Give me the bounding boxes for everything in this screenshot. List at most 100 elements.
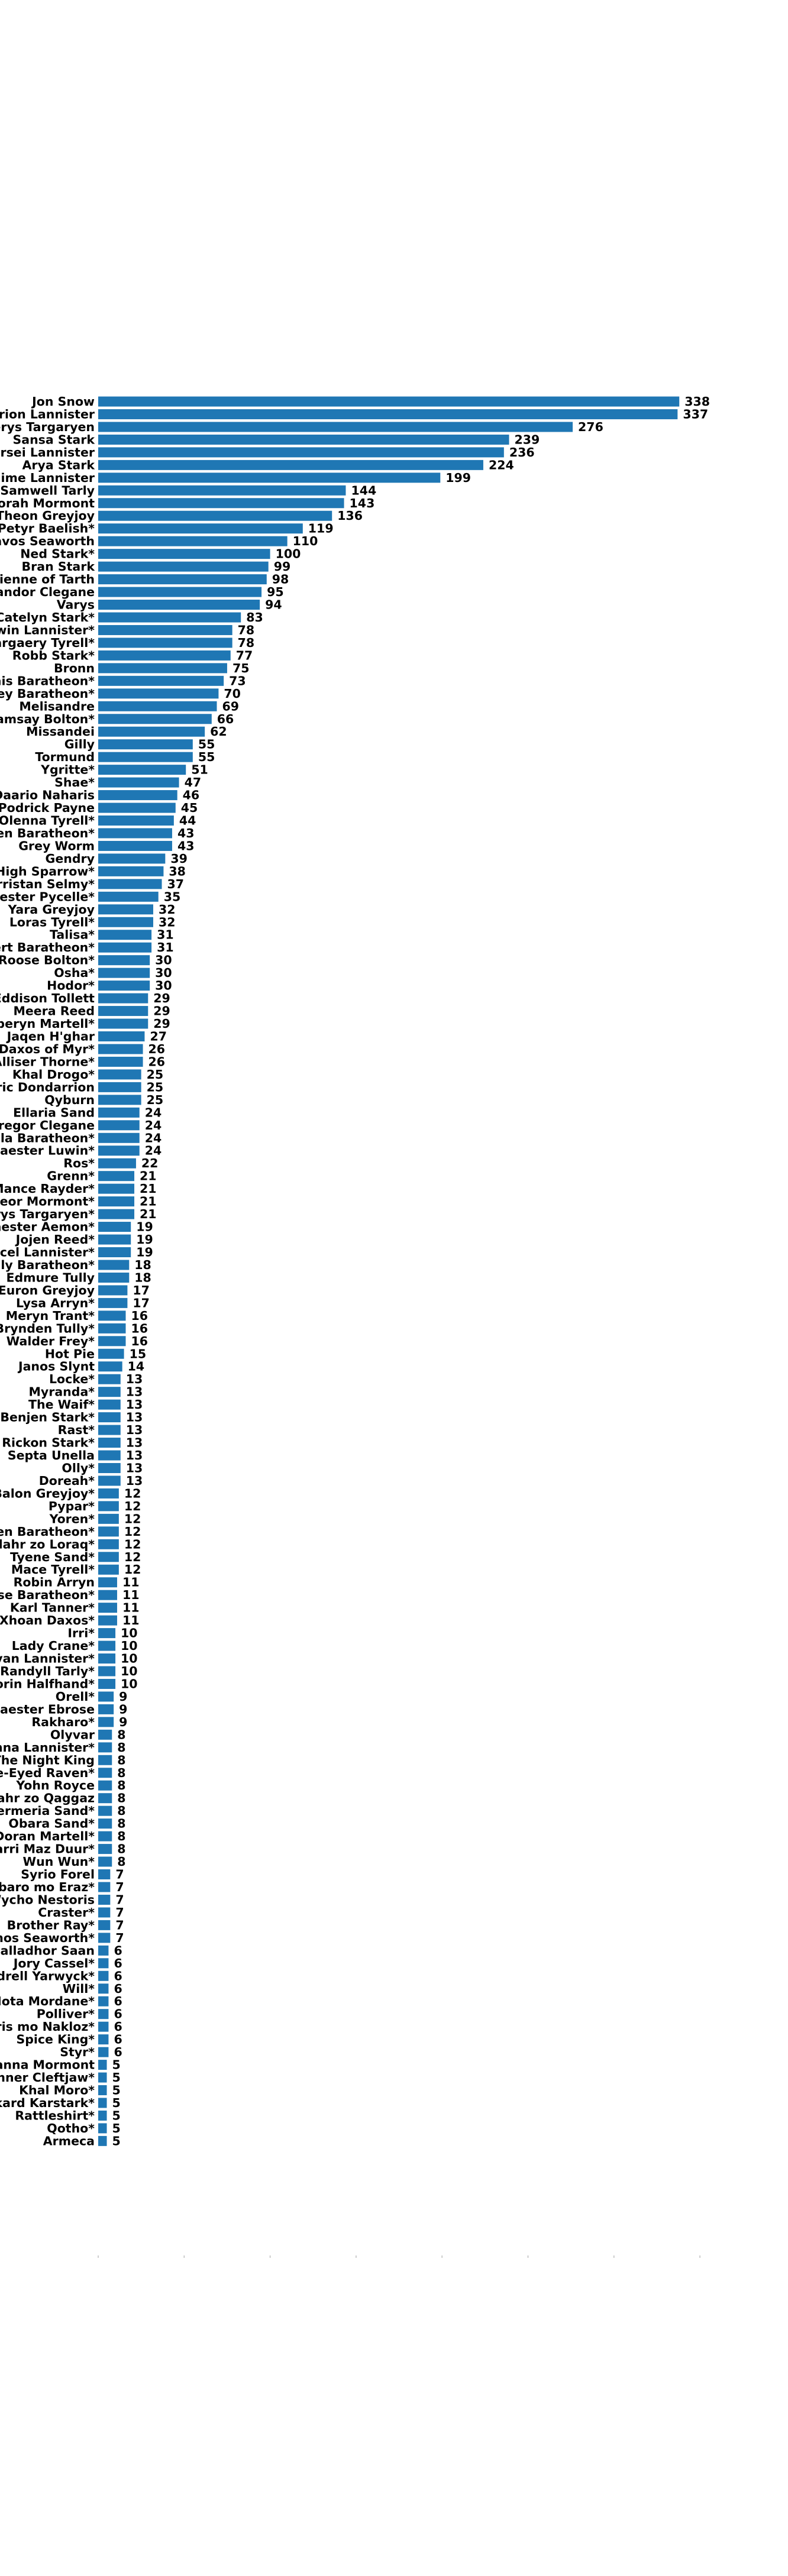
bar [98,1438,121,1448]
category-label: Petyr Baelish* [0,522,95,536]
value-label: 13 [126,1436,143,1450]
bar [98,1691,114,1702]
value-label: 143 [350,496,375,510]
category-label: Karl Tanner* [10,1601,95,1615]
value-label: 94 [265,598,282,612]
value-label: 35 [164,889,181,904]
category-label: Lady Olenna Lannister* [0,1740,95,1755]
category-label: Yohn Royce [15,1778,95,1792]
category-label: Eddison Tollett [0,991,95,1005]
category-label: Syrio Forel [21,1868,95,1882]
bar [98,2123,107,2134]
category-label: Roose Bolton* [0,953,95,967]
bar [98,459,483,470]
category-label: Myrcella Baratheon* [0,1131,95,1145]
bar [98,1450,121,1461]
value-label: 8 [117,1804,125,1818]
value-label: 55 [198,750,215,764]
x-ticks-group [98,2255,700,2258]
bar [98,1958,109,1969]
bar [98,1856,112,1867]
value-label: 95 [267,585,284,599]
bar [98,1234,131,1245]
category-label: Three-Eyed Raven* [0,1766,95,1780]
bar [98,1475,121,1486]
category-label: Loras Tyrell* [9,915,95,929]
category-label: Will* [63,1982,95,1996]
category-label: Varys [57,598,95,612]
category-label: Tormund [35,750,95,764]
bar [98,2047,109,2057]
bar [98,726,205,737]
bar [98,739,193,750]
value-label: 37 [167,877,185,891]
value-label: 32 [159,915,176,929]
value-label: 13 [126,1397,143,1412]
category-label: Brother Ray* [7,1918,95,1932]
bar [98,1297,128,1308]
bar [98,1793,112,1804]
bar [98,1374,121,1384]
category-label: Maester Luwin* [0,1144,95,1158]
bar [98,549,270,559]
value-label: 144 [351,483,376,497]
bar [98,752,193,762]
value-label: 30 [155,979,172,993]
value-label: 13 [126,1423,143,1437]
category-label: Lyanna Mormont [0,2058,95,2072]
category-label: Qhorin Halfhand* [0,1677,95,1691]
bar [98,1132,140,1143]
bar [98,1425,121,1435]
category-label: Janos Slynt [17,1360,95,1374]
value-labels-group: 3383372762392362241991441431361191101009… [112,394,710,2148]
bar [98,1603,117,1613]
category-label: Tywin Lannister* [0,623,95,637]
value-label: 78 [238,636,255,650]
value-label: 26 [148,1054,166,1069]
value-label: 12 [124,1512,141,1526]
category-label: Podrick Payne [0,801,95,815]
category-label: Tommen Baratheon* [0,826,95,840]
category-label: Brynden Tully* [0,1321,95,1335]
value-label: 5 [112,2058,121,2072]
value-label: 16 [131,1321,148,1335]
value-label: 11 [122,1575,140,1590]
category-label: Cersei Lannister [0,445,95,459]
value-label: 29 [153,991,170,1005]
value-label: 7 [115,1868,124,1882]
value-label: 18 [134,1270,151,1284]
bar [98,993,148,1004]
category-label: Edmure Tully [6,1270,95,1284]
bar [98,1678,116,1689]
value-label: 17 [133,1296,150,1310]
category-label: Polliver* [37,2007,95,2021]
value-label: 199 [445,471,471,485]
value-label: 8 [117,1740,125,1755]
category-label: Ros* [63,1156,95,1170]
bar [98,1399,121,1410]
bar [98,1818,112,1829]
category-label: Jojen Reed* [15,1232,95,1247]
value-label: 31 [157,940,174,954]
bar [98,422,573,432]
bar [98,2098,107,2108]
value-label: 7 [115,1880,124,1894]
bar [98,1970,109,1981]
bar [98,853,166,864]
bar [98,600,260,610]
bar [98,498,344,509]
value-label: 6 [114,1943,122,1957]
value-label: 17 [133,1283,150,1297]
category-label: Khal Drogo* [12,1067,95,1082]
bar [98,2085,107,2096]
bar [98,688,219,699]
value-label: 55 [198,737,215,752]
category-label: Xaro Xhoan Daxos* [0,1613,95,1627]
value-label: 10 [121,1664,138,1678]
value-label: 13 [126,1385,143,1399]
bar [98,1805,112,1816]
value-label: 43 [177,826,195,840]
value-label: 21 [140,1207,157,1221]
value-label: 25 [147,1080,164,1094]
bar [98,1704,114,1714]
